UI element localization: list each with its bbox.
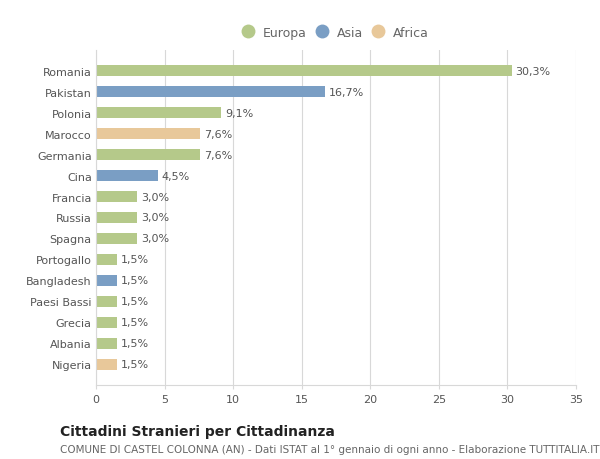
Bar <box>96 359 116 370</box>
Bar <box>96 233 137 245</box>
Text: 3,0%: 3,0% <box>141 234 169 244</box>
Text: 1,5%: 1,5% <box>121 318 149 328</box>
Bar <box>96 191 137 203</box>
Bar <box>96 317 116 329</box>
Text: 7,6%: 7,6% <box>205 129 233 139</box>
Text: 1,5%: 1,5% <box>121 255 149 265</box>
Text: 1,5%: 1,5% <box>121 276 149 286</box>
Text: Cittadini Stranieri per Cittadinanza: Cittadini Stranieri per Cittadinanza <box>60 425 335 438</box>
Bar <box>96 107 221 119</box>
Bar <box>96 212 137 224</box>
Bar <box>96 129 200 140</box>
Text: 1,5%: 1,5% <box>121 359 149 369</box>
Text: COMUNE DI CASTEL COLONNA (AN) - Dati ISTAT al 1° gennaio di ogni anno - Elaboraz: COMUNE DI CASTEL COLONNA (AN) - Dati IST… <box>60 444 599 454</box>
Text: 9,1%: 9,1% <box>225 108 253 118</box>
Bar <box>96 87 325 98</box>
Bar <box>96 338 116 349</box>
Legend: Europa, Asia, Africa: Europa, Asia, Africa <box>239 23 433 44</box>
Text: 7,6%: 7,6% <box>205 150 233 160</box>
Text: 4,5%: 4,5% <box>162 171 190 181</box>
Bar <box>96 275 116 286</box>
Text: 30,3%: 30,3% <box>515 67 551 77</box>
Text: 1,5%: 1,5% <box>121 297 149 307</box>
Bar <box>96 296 116 308</box>
Text: 3,0%: 3,0% <box>141 192 169 202</box>
Text: 16,7%: 16,7% <box>329 87 364 97</box>
Bar <box>96 170 158 182</box>
Text: 3,0%: 3,0% <box>141 213 169 223</box>
Bar <box>96 254 116 266</box>
Text: 1,5%: 1,5% <box>121 339 149 349</box>
Bar <box>96 66 512 77</box>
Bar <box>96 150 200 161</box>
